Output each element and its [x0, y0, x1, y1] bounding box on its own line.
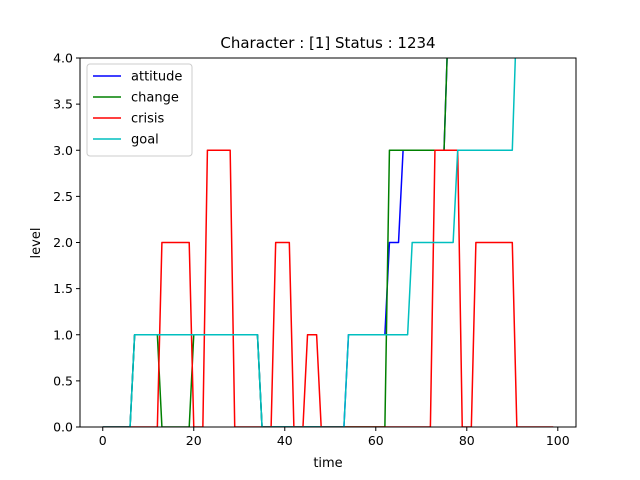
y-tick-label: 3.5: [53, 97, 73, 112]
x-axis: 0 20 40 60 80 100: [99, 427, 570, 448]
y-tick-label: 4.0: [53, 51, 73, 66]
chart-title: Character : [1] Status : 1234: [220, 34, 435, 52]
legend-label-crisis: crisis: [131, 112, 164, 127]
y-tick-label: 2.5: [53, 189, 73, 204]
series-layer: [102, 58, 554, 427]
legend-label-goal: goal: [131, 133, 159, 148]
x-tick-label: 80: [459, 433, 475, 448]
x-tick-label: 20: [186, 433, 202, 448]
legend: attitude change crisis goal: [86, 63, 193, 157]
legend-label-change: change: [131, 91, 179, 106]
y-axis-label: level: [29, 228, 44, 259]
x-axis-label: time: [313, 456, 342, 471]
x-tick-label: 40: [277, 433, 293, 448]
y-tick-label: 1.0: [53, 327, 73, 342]
y-tick-label: 2.0: [53, 235, 73, 250]
y-tick-label: 3.0: [53, 143, 73, 158]
x-tick-label: 60: [368, 433, 384, 448]
legend-frame: [86, 63, 193, 157]
x-tick-label: 100: [546, 433, 570, 448]
y-tick-label: 0.0: [53, 420, 73, 435]
y-tick-label: 0.5: [53, 373, 73, 388]
legend-label-attitude: attitude: [131, 70, 182, 85]
y-tick-label: 1.5: [53, 281, 73, 296]
y-axis: 0.0 0.5 1.0 1.5 2.0 2.5 3.0 3.5 4.0: [53, 51, 80, 435]
x-tick-label: 0: [99, 433, 107, 448]
series-line-goal: [102, 58, 517, 427]
